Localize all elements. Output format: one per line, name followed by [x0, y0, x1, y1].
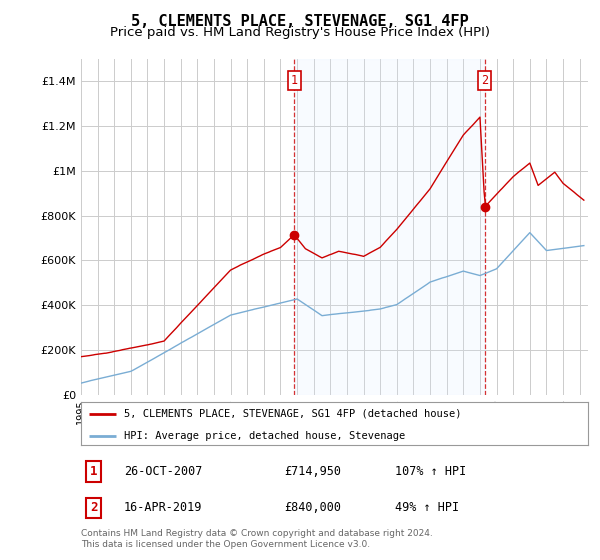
Text: 5, CLEMENTS PLACE, STEVENAGE, SG1 4FP (detached house): 5, CLEMENTS PLACE, STEVENAGE, SG1 4FP (d… — [124, 409, 461, 419]
Bar — [294, 59, 485, 395]
Text: Price paid vs. HM Land Registry's House Price Index (HPI): Price paid vs. HM Land Registry's House … — [110, 26, 490, 39]
Text: 26-OCT-2007: 26-OCT-2007 — [124, 465, 202, 478]
Text: HPI: Average price, detached house, Stevenage: HPI: Average price, detached house, Stev… — [124, 431, 406, 441]
Text: £714,950: £714,950 — [284, 465, 341, 478]
Text: 2: 2 — [90, 501, 97, 514]
Text: 2: 2 — [481, 74, 488, 87]
Text: 1: 1 — [90, 465, 97, 478]
Text: 5, CLEMENTS PLACE, STEVENAGE, SG1 4FP: 5, CLEMENTS PLACE, STEVENAGE, SG1 4FP — [131, 14, 469, 29]
Text: 1: 1 — [290, 74, 298, 87]
Text: Contains HM Land Registry data © Crown copyright and database right 2024.
This d: Contains HM Land Registry data © Crown c… — [81, 529, 433, 549]
Text: 49% ↑ HPI: 49% ↑ HPI — [395, 501, 460, 514]
Text: 107% ↑ HPI: 107% ↑ HPI — [395, 465, 467, 478]
Text: 16-APR-2019: 16-APR-2019 — [124, 501, 202, 514]
Text: £840,000: £840,000 — [284, 501, 341, 514]
